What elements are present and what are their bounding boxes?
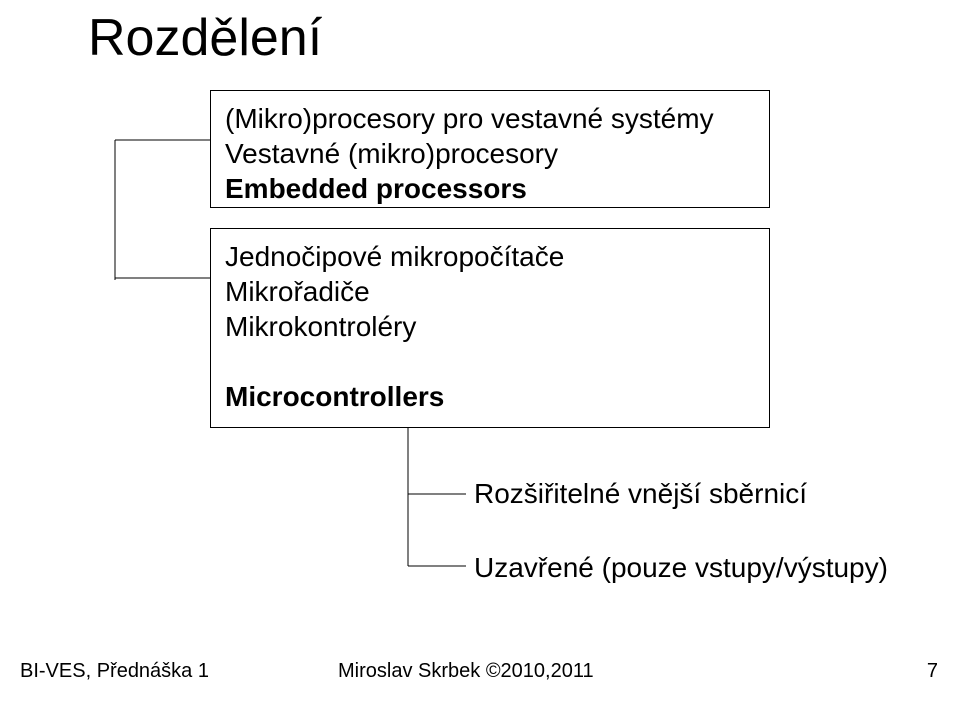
box-line: Mikrořadiče	[225, 274, 755, 309]
box-embedded-processors: (Mikro)procesory pro vestavné systémyVes…	[210, 90, 770, 208]
page-title: Rozdělení	[88, 8, 322, 68]
leaf-extendable-bus: Rozšiřitelné vnější sběrnicí	[474, 478, 807, 510]
footer-right: 7	[927, 660, 938, 683]
box-microcontrollers: Jednočipové mikropočítačeMikrořadičeMikr…	[210, 228, 770, 428]
box-line: (Mikro)procesory pro vestavné systémy	[225, 101, 755, 136]
footer-center: Miroslav Skrbek ©2010,2011	[338, 660, 594, 683]
box-line	[225, 344, 755, 379]
box-line: Microcontrollers	[225, 379, 755, 414]
box-line: Embedded processors	[225, 171, 755, 206]
box-line: Vestavné (mikro)procesory	[225, 136, 755, 171]
leaf-closed-io: Uzavřené (pouze vstupy/výstupy)	[474, 552, 888, 584]
box-line: Jednočipové mikropočítače	[225, 239, 755, 274]
footer-left: BI-VES, Přednáška 1	[20, 660, 209, 683]
box-line: Mikrokontroléry	[225, 309, 755, 344]
